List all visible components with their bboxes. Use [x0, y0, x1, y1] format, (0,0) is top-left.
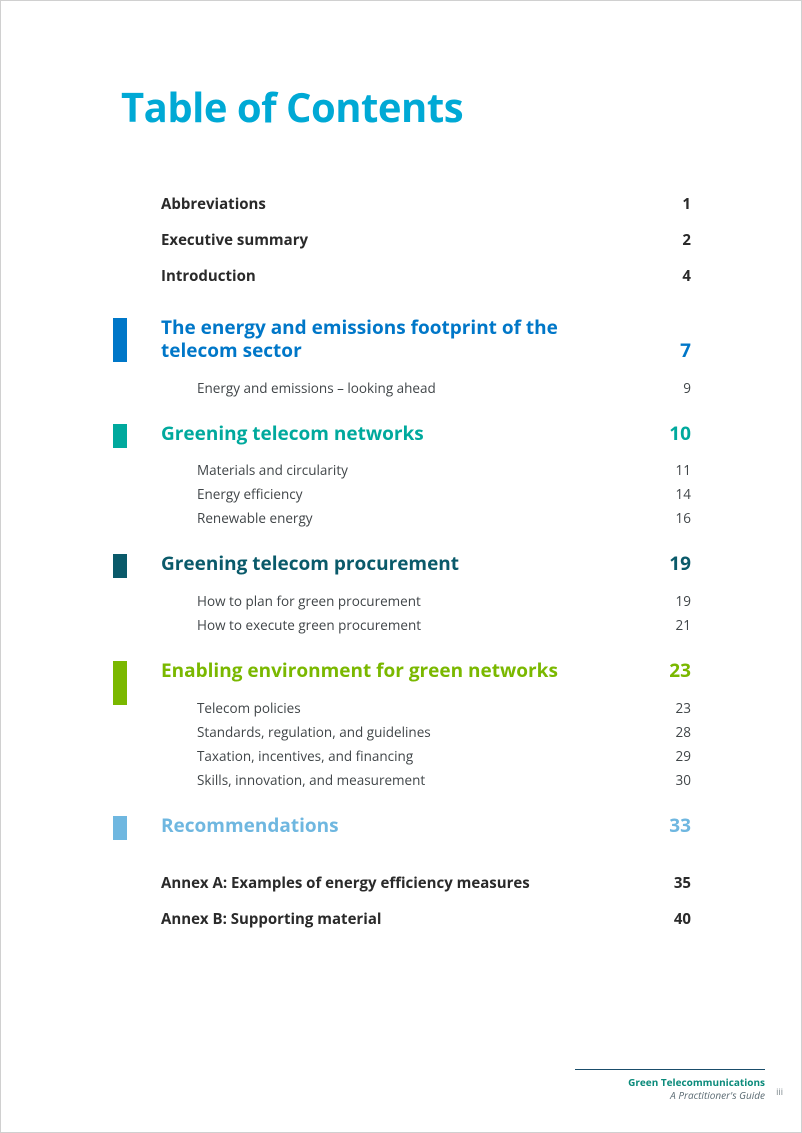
subsection-row: Taxation, incentives, and financing 29: [121, 744, 691, 768]
front-page-number: 1: [682, 194, 691, 214]
subsection-row: How to plan for green procurement 19: [121, 589, 691, 613]
front-matter-row: Executive summary 2: [121, 222, 691, 258]
subsection-label: Energy efficiency: [197, 485, 303, 503]
subsection-label: How to execute green procurement: [197, 616, 421, 634]
section-header: Greening telecom networks 10: [121, 422, 691, 445]
subsection-label: How to plan for green procurement: [197, 592, 421, 610]
footer-subtitle: A Practitioner's Guide: [575, 1089, 765, 1102]
subsection-list: Energy and emissions – looking ahead 9: [121, 376, 691, 400]
sections-list: The energy and emissions footprint of th…: [121, 316, 691, 837]
page-container: Table of Contents Abbreviations 1 Executiv…: [1, 1, 801, 937]
section-page-number: 23: [669, 659, 691, 682]
subsection-label: Materials and circularity: [197, 461, 348, 479]
toc-section: The energy and emissions footprint of th…: [121, 316, 691, 400]
section-title: Greening telecom procurement: [161, 552, 459, 575]
subsection-list: Materials and circularity 11 Energy effici…: [121, 458, 691, 530]
subsection-label: Renewable energy: [197, 509, 313, 527]
section-color-bar: [113, 554, 127, 578]
toc-section: Greening telecom networks 10 Materials and…: [121, 422, 691, 531]
subsection-label: Energy and emissions – looking ahead: [197, 379, 436, 397]
section-color-bar: [113, 318, 127, 362]
toc-section: Recommendations 33: [121, 814, 691, 837]
subsection-row: Standards, regulation, and guidelines 28: [121, 720, 691, 744]
subsection-page-number: 29: [676, 747, 691, 765]
subsection-page-number: 21: [676, 616, 691, 634]
front-matter-list: Abbreviations 1 Executive summary 2 Introduc…: [121, 186, 691, 294]
subsection-row: Renewable energy 16: [121, 506, 691, 530]
section-page-number: 19: [669, 552, 691, 575]
annex-page-number: 40: [674, 909, 691, 929]
subsection-page-number: 19: [676, 592, 691, 610]
section-title: Greening telecom networks: [161, 422, 424, 445]
page-footer: Green Telecommunications A Practitioner'…: [575, 1069, 765, 1102]
subsection-list: How to plan for green procurement19How t…: [121, 589, 691, 637]
annex-page-number: 35: [674, 873, 691, 893]
subsection-page-number: 16: [676, 509, 691, 527]
section-header: Greening telecom procurement 19: [121, 552, 691, 575]
section-title: Recommendations: [161, 814, 339, 837]
subsection-row: How to execute green procurement 21: [121, 613, 691, 637]
subsection-page-number: 14: [676, 485, 691, 503]
subsection-page-number: 28: [676, 723, 691, 741]
section-header: Enabling environment for green networks 2…: [121, 659, 691, 682]
section-title: Enabling environment for green networks: [161, 659, 558, 682]
footer-title: Green Telecommunications: [628, 1075, 765, 1089]
front-matter-row: Abbreviations 1: [121, 186, 691, 222]
section-page-number: 7: [680, 339, 691, 362]
footer-page-roman: iii: [776, 1086, 783, 1098]
subsection-list: Telecom policies 23 Standards, regulation,…: [121, 696, 691, 792]
annex-label: Annex A: Examples of energy efficiency m…: [161, 873, 530, 893]
subsection-row: Skills, innovation, and measurement 30: [121, 768, 691, 792]
page-title: Table of Contents: [121, 79, 691, 134]
front-label: Abbreviations: [161, 194, 266, 214]
annex-row: Annex B: Supporting material 40: [121, 901, 691, 937]
section-color-bar: [113, 661, 127, 705]
section-color-bar: [113, 816, 127, 840]
front-page-number: 2: [682, 230, 691, 250]
section-page-number: 33: [669, 814, 691, 837]
section-page-number: 10: [669, 422, 691, 445]
front-matter-row: Introduction 4: [121, 258, 691, 294]
toc-section: Enabling environment for green networks 2…: [121, 659, 691, 792]
annex-list: Annex A: Examples of energy efficiency m…: [121, 865, 691, 937]
annex-label: Annex B: Supporting material: [161, 909, 381, 929]
subsection-page-number: 9: [683, 379, 691, 397]
front-label: Executive summary: [161, 230, 308, 250]
subsection-label: Telecom policies: [197, 699, 301, 717]
section-header: Recommendations 33: [121, 814, 691, 837]
subsection-row: Energy efficiency 14: [121, 482, 691, 506]
subsection-page-number: 11: [676, 461, 691, 479]
section-title: The energy and emissions footprint of th…: [161, 316, 561, 362]
front-label: Introduction: [161, 266, 256, 286]
footer-rule: [575, 1069, 765, 1070]
subsection-row: Telecom policies 23: [121, 696, 691, 720]
subsection-label: Standards, regulation, and guidelines: [197, 723, 431, 741]
section-header: The energy and emissions footprint of th…: [121, 316, 691, 362]
annex-row: Annex A: Examples of energy efficiency m…: [121, 865, 691, 901]
toc-section: Greening telecom procurement19How to pla…: [121, 552, 691, 637]
subsection-row: Energy and emissions – looking ahead 9: [121, 376, 691, 400]
subsection-label: Taxation, incentives, and financing: [197, 747, 413, 765]
section-color-bar: [113, 424, 127, 448]
table-of-contents: Abbreviations 1 Executive summary 2 Introduc…: [121, 186, 691, 937]
front-page-number: 4: [682, 266, 691, 286]
subsection-row: Materials and circularity 11: [121, 458, 691, 482]
subsection-page-number: 23: [676, 699, 691, 717]
subsection-page-number: 30: [676, 771, 691, 789]
subsection-label: Skills, innovation, and measurement: [197, 771, 425, 789]
